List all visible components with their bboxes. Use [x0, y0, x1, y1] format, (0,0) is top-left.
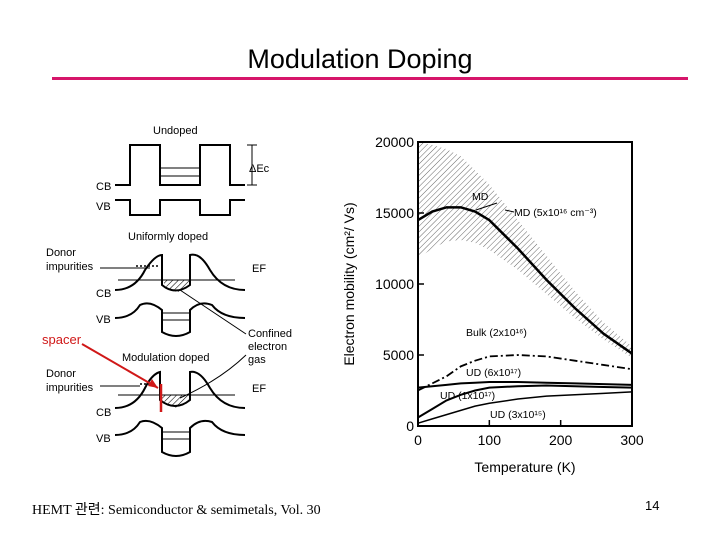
y-tick-label: 0 [406, 418, 414, 434]
impurities-label-1: impurities [46, 261, 94, 273]
vb-profile-modulation [114, 419, 246, 457]
page-number: 14 [645, 498, 660, 513]
vb-profile-undoped [115, 199, 245, 216]
spacer-label: spacer [42, 332, 82, 347]
confined-label-2: electron [248, 341, 287, 353]
series-line-4 [417, 391, 633, 424]
slide-title: Modulation Doping [247, 44, 473, 74]
undoped-label: Undoped [153, 125, 198, 137]
vb-label-2: VB [96, 314, 111, 326]
cb-profile-undoped [115, 144, 245, 186]
series-line-3 [417, 384, 633, 419]
y-tick-label: 5000 [383, 347, 414, 363]
x-tick-label: 0 [414, 432, 422, 448]
series-label-2: Bulk (2x10¹⁶) [466, 327, 527, 339]
series-label-3: UD (6x10¹⁷) [466, 367, 521, 379]
series-line-2 [417, 380, 633, 389]
donor-label-1: Donor [46, 247, 76, 259]
vb-label-1: VB [96, 201, 111, 213]
series-label-5: UD (3x10¹⁵) [490, 409, 546, 421]
spacer-arrow [81, 343, 159, 389]
title-underline [52, 77, 688, 80]
series-label-1: MD (5x10¹⁶ cm⁻³) [514, 207, 597, 219]
vb-profile-uniform [114, 302, 246, 337]
delta-ec-label: ΔEc [249, 163, 270, 175]
x-axis-label: Temperature (K) [474, 459, 575, 475]
slide-caption: HEMT 관련: Semiconductor & semimetals, Vol… [32, 503, 321, 518]
y-axis-label: Electron mobility (cm²/ Vs) [341, 202, 357, 365]
y-tick-label: 15000 [375, 205, 414, 221]
series-label-4: UD (1x10¹⁷) [440, 390, 495, 402]
cb-label-3: CB [96, 407, 111, 419]
cb-label-1: CB [96, 181, 111, 193]
confined-label-1: Confined [248, 328, 292, 340]
x-tick-label: 200 [549, 432, 573, 448]
y-tick-label: 20000 [375, 134, 414, 150]
impurities-label-2: impurities [46, 382, 94, 394]
md-doping-leader [504, 209, 515, 213]
ef-label-2: EF [252, 383, 266, 395]
confined-label-3: gas [248, 354, 266, 366]
x-tick-label: 300 [620, 432, 644, 448]
vb-label-3: VB [96, 433, 111, 445]
series-label-0: MD [472, 191, 489, 203]
y-tick-label: 10000 [375, 276, 414, 292]
cb-label-2: CB [96, 288, 111, 300]
ef-label-1: EF [252, 263, 266, 275]
md-leader [475, 202, 498, 211]
donor-label-2: Donor [46, 368, 76, 380]
uniform-label: Uniformly doped [128, 231, 208, 243]
series-line-0 [417, 206, 633, 355]
modulation-label: Modulation doped [122, 352, 209, 364]
x-tick-label: 100 [478, 432, 502, 448]
md-range-band [418, 142, 632, 358]
